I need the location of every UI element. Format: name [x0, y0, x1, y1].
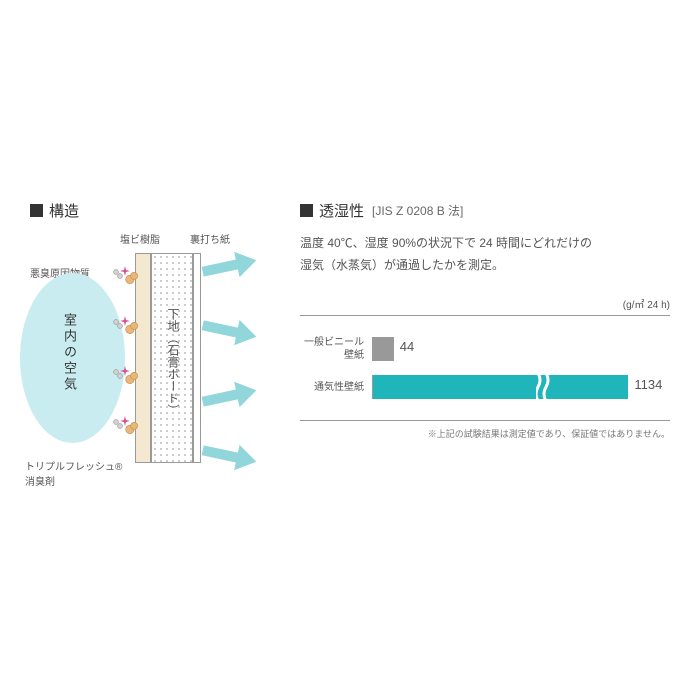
bar-value: 44 — [394, 339, 414, 354]
bar-value: 1134 — [628, 377, 662, 392]
permeability-header: 透湿性 [JIS Z 0208 B 法] — [300, 200, 670, 221]
structure-diagram: 塩ビ樹脂 裏打ち紙 悪臭原因物質 トリプルフレッシュ® 消臭剤 室内の空気 下地… — [30, 233, 270, 483]
permeability-section: 透湿性 [JIS Z 0208 B 法] 温度 40℃、湿度 90%の状況下で … — [300, 200, 670, 483]
reaction-star-icon — [120, 263, 130, 273]
reaction-star-icon — [120, 413, 130, 423]
label-resin: 塩ビ樹脂 — [120, 231, 160, 246]
bullet-icon — [300, 204, 313, 217]
bar-area: 1134 — [372, 375, 670, 399]
bar — [373, 375, 628, 399]
bar-row: 通気性壁紙 1134 — [300, 372, 670, 402]
chart-unit: (g/㎡ 24 h) — [300, 296, 670, 311]
bar-row: 一般ビニール壁紙 44 — [300, 334, 670, 364]
permeability-chart: (g/㎡ 24 h) 一般ビニール壁紙 44 通気性壁紙 1134 ※上記の試験結果… — [300, 296, 670, 440]
permeability-title: 透湿性 — [319, 200, 364, 221]
airflow-arrow-icon — [199, 436, 259, 477]
reaction-star-icon — [120, 363, 130, 373]
chart-body: 一般ビニール壁紙 44 通気性壁紙 1134 — [300, 315, 670, 421]
axis-break-icon — [536, 373, 550, 401]
label-backing: 裏打ち紙 — [190, 231, 230, 246]
layer-backing — [193, 253, 201, 463]
bullet-icon — [30, 204, 43, 217]
air-text: 室内の空気 — [60, 313, 79, 393]
reaction-star-icon — [120, 313, 130, 323]
structure-title: 構造 — [49, 200, 79, 221]
bar-label: 一般ビニール壁紙 — [300, 336, 372, 362]
desc-line2: 湿気（水蒸気）が通過したかを測定。 — [300, 258, 504, 272]
bar — [373, 337, 394, 361]
permeability-description: 温度 40℃、湿度 90%の状況下で 24 時間にどれだけの 湿気（水蒸気）が通… — [300, 233, 670, 276]
structure-section: 構造 塩ビ樹脂 裏打ち紙 悪臭原因物質 トリプルフレッシュ® 消臭剤 室内の空気… — [30, 200, 270, 483]
airflow-arrow-icon — [199, 246, 259, 287]
bar-label: 通気性壁紙 — [300, 381, 372, 394]
label-triple: トリプルフレッシュ® 消臭剤 — [25, 458, 122, 488]
airflow-arrow-icon — [199, 376, 259, 417]
desc-line1: 温度 40℃、湿度 90%の状況下で 24 時間にどれだけの — [300, 236, 592, 250]
chart-note: ※上記の試験結果は測定値であり、保証値ではありません。 — [300, 427, 670, 440]
permeability-subtitle: [JIS Z 0208 B 法] — [372, 202, 463, 219]
airflow-arrow-icon — [199, 311, 259, 352]
structure-header: 構造 — [30, 200, 270, 221]
bar-area: 44 — [372, 337, 670, 361]
board-text: 下地（石膏ボード） — [165, 308, 182, 416]
